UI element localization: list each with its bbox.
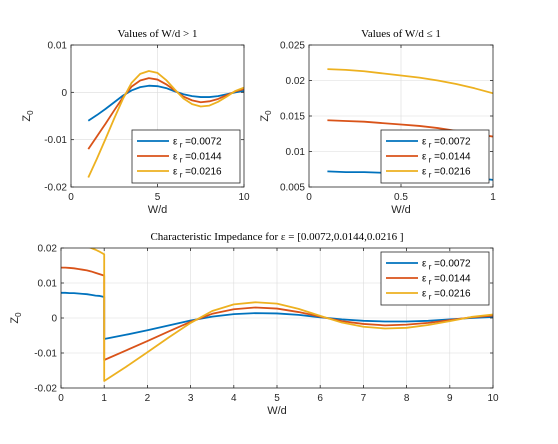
y-tick-label: 0.01 bbox=[286, 147, 306, 158]
y-axis-label: Z0 bbox=[21, 110, 35, 122]
series-line-1 bbox=[87, 84, 244, 122]
series-line-1 bbox=[61, 291, 493, 340]
x-tick-label: 5 bbox=[155, 192, 161, 203]
legend-label-2: ε r =0.0144 bbox=[422, 152, 471, 165]
x-tick-label: 1 bbox=[101, 393, 107, 404]
series-line-2 bbox=[61, 266, 493, 361]
y-tick-label: 0.005 bbox=[280, 183, 305, 194]
x-tick-label: 4 bbox=[231, 393, 237, 404]
x-tick-label: 7 bbox=[361, 393, 367, 404]
x-axis-label: W/d bbox=[267, 405, 287, 417]
x-tick-label: 6 bbox=[317, 393, 323, 404]
y-tick-label: -0.01 bbox=[44, 135, 67, 146]
chart-le1: 0 0.5 1 0.005 0.01 0.015 0.02 0.025 Values of W/… bbox=[259, 28, 496, 216]
y-tick-label: 0 bbox=[51, 314, 57, 325]
chart-all: 0 1 2 3 4 5 6 7 8 9 10 -0.02 -0.01 0 0.01 0.02 Character… bbox=[9, 231, 499, 417]
legend-label-1: ε r =0.0072 bbox=[422, 259, 471, 272]
x-tick-label: 10 bbox=[487, 393, 499, 404]
chart-gt1: 0 5 10 -0.02 -0.01 0 0.01 Values of W/d > 1 W/d Z… bbox=[21, 28, 250, 216]
chart-title: Characteristic Impedance for ε = [0.0072… bbox=[150, 231, 403, 243]
legend-label-2: ε r =0.0144 bbox=[422, 274, 471, 287]
y-tick-label: 0 bbox=[61, 88, 67, 99]
series-line-2 bbox=[87, 77, 244, 150]
chart-title: Values of W/d > 1 bbox=[118, 28, 198, 40]
y-tick-label: 0.01 bbox=[48, 41, 68, 52]
y-tick-label: -0.02 bbox=[44, 183, 67, 194]
legend-box bbox=[131, 129, 241, 184]
legend-label-3: ε r =0.0216 bbox=[422, 167, 471, 180]
y-tick-label: -0.02 bbox=[34, 384, 57, 395]
legend-label-2: ε r =0.0144 bbox=[173, 152, 222, 165]
x-tick-label: 10 bbox=[238, 192, 250, 203]
legend: ε r =0.0072 ε r =0.0144 ε r =0.0216 bbox=[380, 251, 490, 306]
x-tick-label: 2 bbox=[145, 393, 151, 404]
x-tick-label: 0 bbox=[68, 192, 74, 203]
x-axis-label: W/d bbox=[391, 204, 411, 216]
x-tick-label: 3 bbox=[188, 393, 194, 404]
series-line-3 bbox=[87, 70, 244, 178]
x-tick-label: 0 bbox=[306, 192, 312, 203]
series-line-3 bbox=[327, 68, 493, 95]
x-tick-label: 0 bbox=[58, 393, 64, 404]
y-tick-label: 0.02 bbox=[286, 76, 306, 87]
legend-label-1: ε r =0.0072 bbox=[422, 137, 471, 150]
series-line-3 bbox=[88, 248, 493, 382]
legend: ε r =0.0072 ε r =0.0144 ε r =0.0216 bbox=[131, 129, 241, 184]
y-tick-label: -0.01 bbox=[34, 349, 57, 360]
x-tick-label: 1 bbox=[490, 192, 496, 203]
y-tick-label: 0.025 bbox=[280, 41, 305, 52]
y-tick-label: 0.015 bbox=[280, 112, 305, 123]
x-tick-label: 9 bbox=[447, 393, 453, 404]
y-tick-label: 0.02 bbox=[38, 244, 58, 255]
legend-label-1: ε r =0.0072 bbox=[173, 137, 222, 150]
x-axis-label: W/d bbox=[148, 204, 168, 216]
x-tick-label: 5 bbox=[274, 393, 280, 404]
x-tick-label: 0.5 bbox=[394, 192, 408, 203]
legend-label-3: ε r =0.0216 bbox=[422, 289, 471, 302]
y-axis-label: Z0 bbox=[259, 110, 273, 122]
x-tick-label: 8 bbox=[404, 393, 410, 404]
legend-label-3: ε r =0.0216 bbox=[173, 167, 222, 180]
y-tick-label: 0.01 bbox=[38, 279, 58, 290]
legend: ε r =0.0072 ε r =0.0144 ε r =0.0216 bbox=[380, 129, 490, 184]
chart-title: Values of W/d ≤ 1 bbox=[361, 28, 441, 40]
y-axis-label: Z0 bbox=[9, 312, 23, 324]
